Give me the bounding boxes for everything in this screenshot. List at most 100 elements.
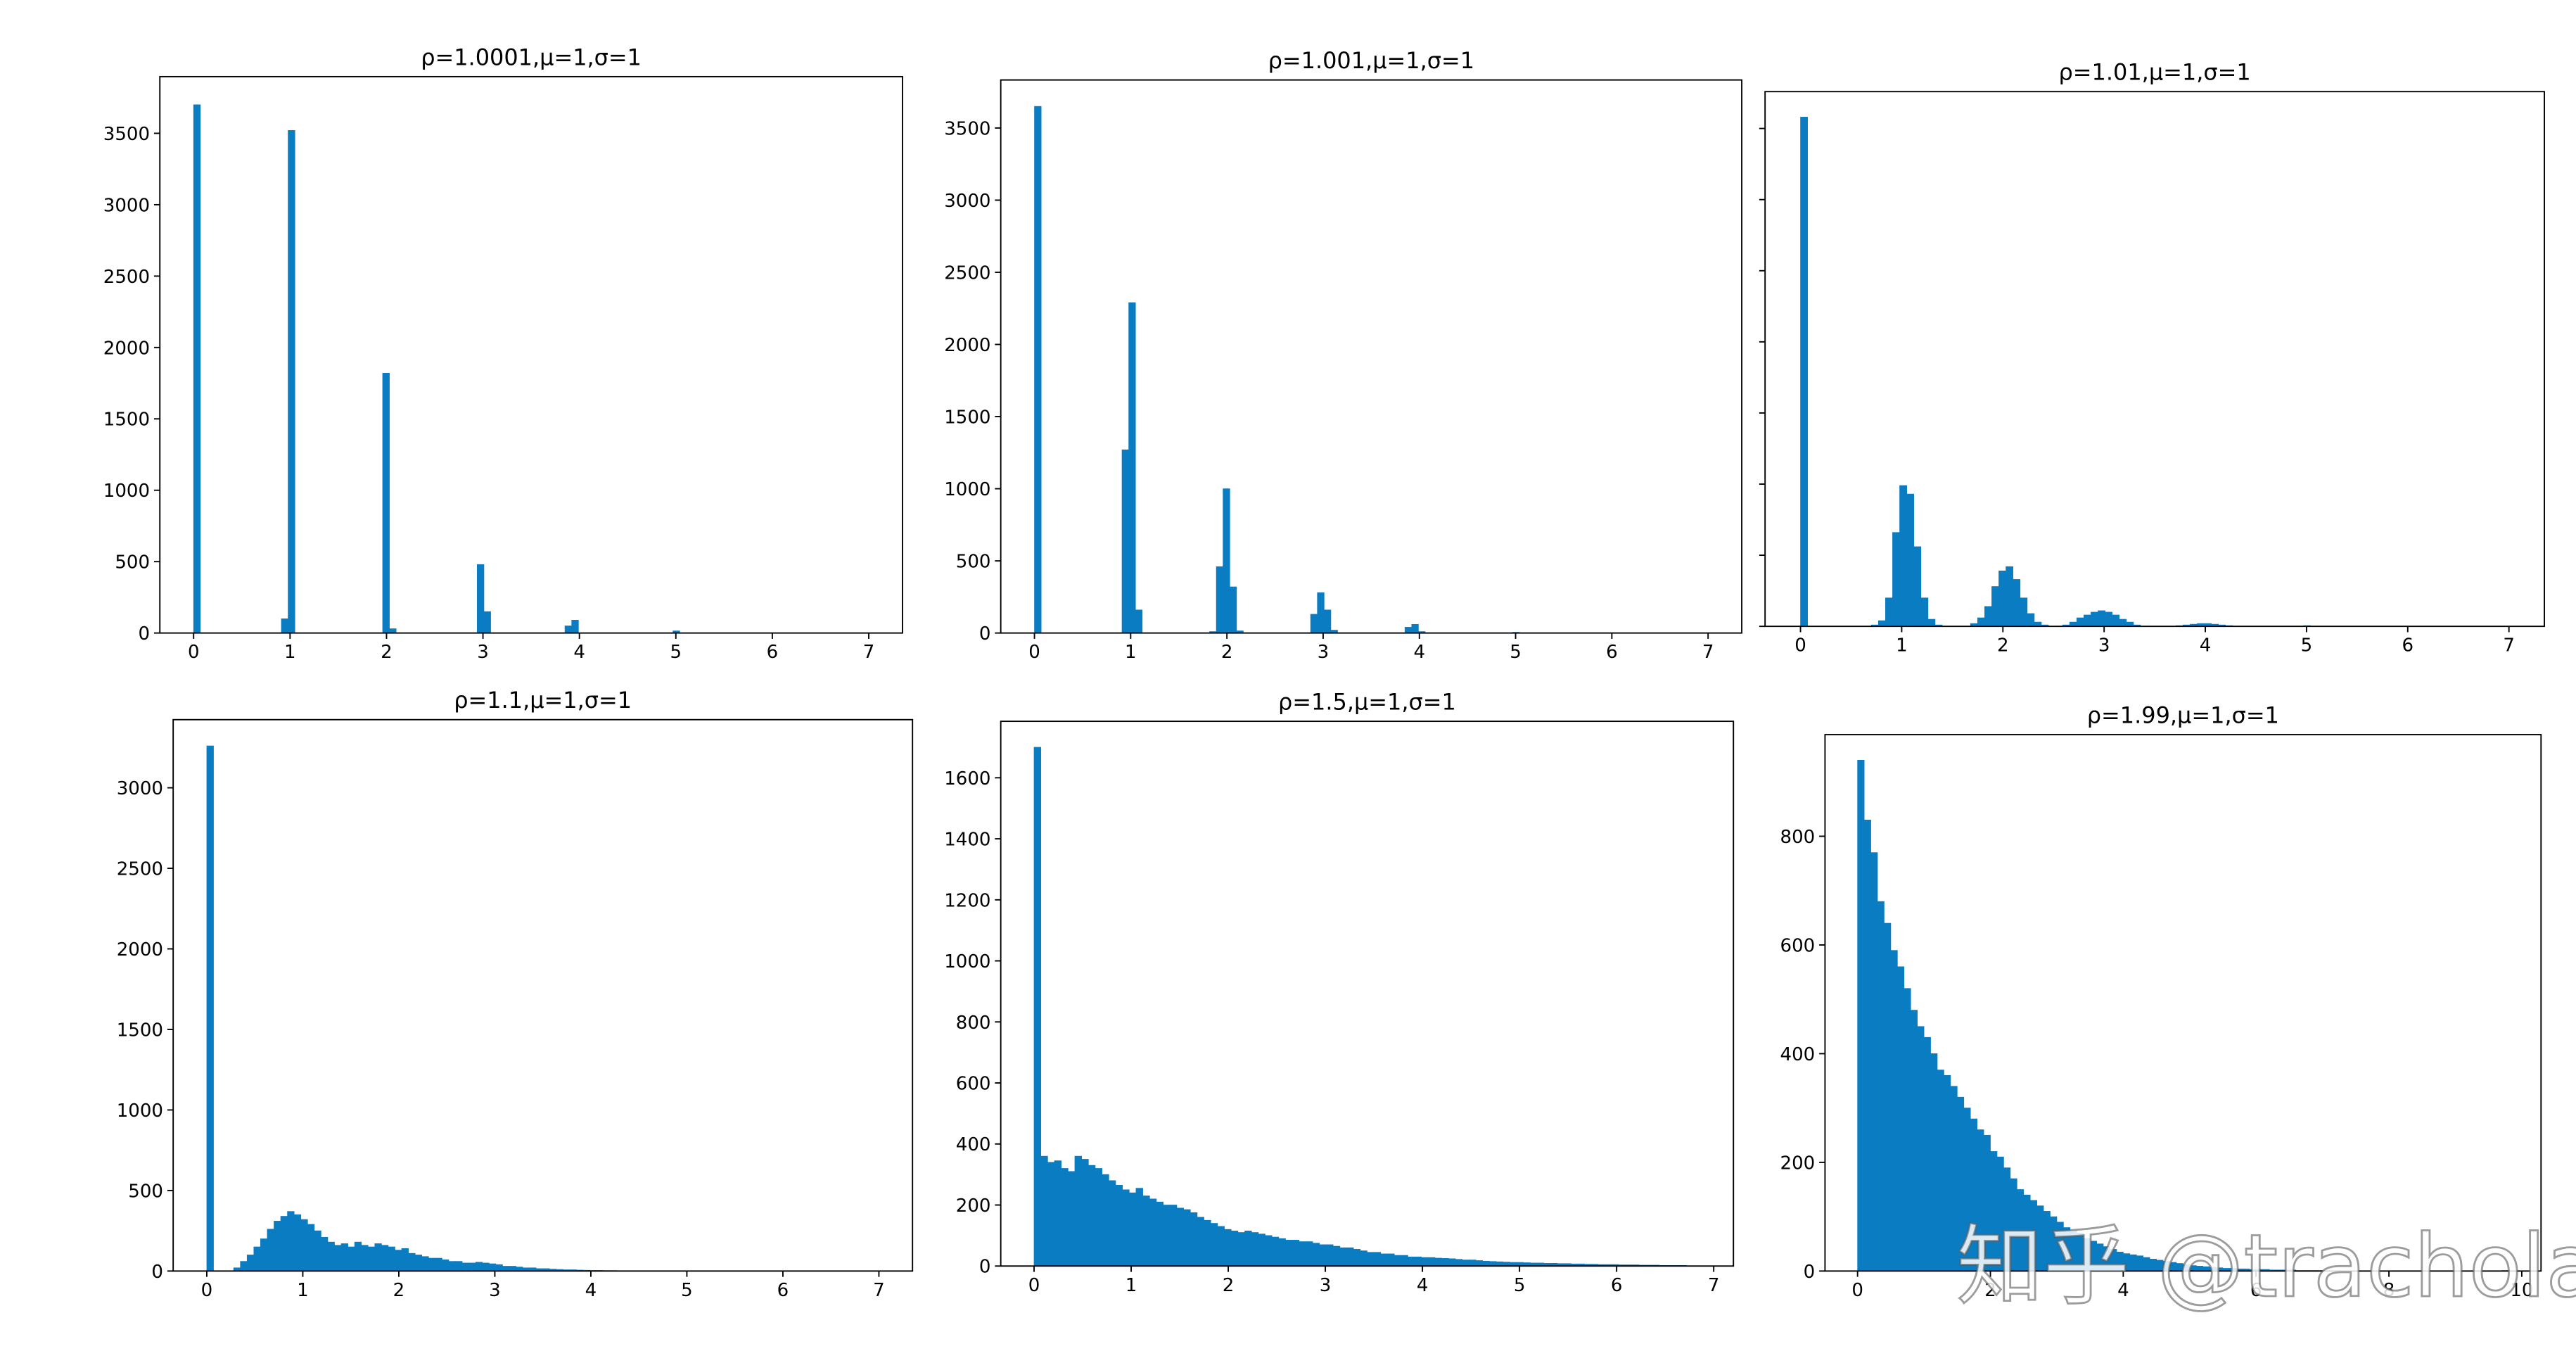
x-tick-label: 3 xyxy=(2098,635,2110,657)
bar xyxy=(1251,1232,1259,1267)
bar xyxy=(495,1264,503,1271)
bar xyxy=(1210,1223,1218,1267)
subplot: 0 1 2 3 4 5 6 7 0 500 1000 1500 2000 2500 3000 3500 ρ=1.… xyxy=(1709,59,2545,657)
bar xyxy=(1441,1258,1449,1267)
bar xyxy=(327,1241,335,1271)
bar xyxy=(435,1257,442,1271)
bar xyxy=(1054,1160,1062,1267)
bar xyxy=(1217,1226,1225,1267)
bar xyxy=(1913,546,1922,627)
bar xyxy=(1190,1212,1198,1267)
bar xyxy=(267,1229,274,1271)
bar xyxy=(2013,579,2021,627)
bar xyxy=(1411,623,1419,633)
x-tick-label: 0 xyxy=(1028,642,1040,663)
bar xyxy=(253,1246,261,1271)
y-tick-label: 2000 xyxy=(944,335,990,356)
bar xyxy=(1047,1162,1055,1267)
x-tick-label: 0 xyxy=(1028,1275,1040,1296)
x-tick-label: 0 xyxy=(1794,635,1806,657)
subplot: 0 2 4 6 8 10 0 200 400 600 800 ρ=1.99,μ=1,σ=1 xyxy=(1780,702,2542,1301)
bar xyxy=(1135,609,1143,633)
bar xyxy=(381,1245,389,1271)
chart-title: ρ=1.99,μ=1,σ=1 xyxy=(2087,702,2279,728)
y-tick-label: 200 xyxy=(956,1195,991,1217)
bar xyxy=(1310,614,1318,633)
bar xyxy=(1482,1260,1490,1267)
axes-frame xyxy=(172,718,914,1272)
bar xyxy=(488,1263,497,1271)
bar xyxy=(1910,1010,1918,1271)
x-tick-label: 7 xyxy=(873,1280,885,1301)
y-tick-label: 1500 xyxy=(117,1020,163,1041)
bar xyxy=(414,1255,423,1271)
bar xyxy=(1135,1188,1143,1267)
bar xyxy=(1937,1070,1944,1271)
x-tick-label: 1 xyxy=(297,1280,309,1301)
bar xyxy=(1278,1238,1286,1267)
axes-frame xyxy=(1000,721,1735,1267)
x-tick-label: 3 xyxy=(477,642,489,663)
bar xyxy=(2027,613,2035,627)
bar xyxy=(1863,819,1871,1271)
bar xyxy=(455,1261,463,1271)
x-tick-label: 0 xyxy=(188,642,200,663)
bar xyxy=(1373,1252,1382,1267)
x-tick-label: 5 xyxy=(2301,635,2313,657)
bar xyxy=(1081,1159,1089,1267)
bar xyxy=(1128,302,1136,633)
bar xyxy=(2006,566,2014,627)
bar xyxy=(1088,1165,1096,1267)
bar xyxy=(1998,570,2006,627)
bar xyxy=(1475,1260,1484,1267)
subplot: 0 1 2 3 4 5 6 7 0 200 400 600 800 1000 1200 1400 1600 ρ=1… xyxy=(944,689,1735,1296)
axes-frame xyxy=(1000,79,1742,634)
bar xyxy=(1408,1256,1415,1267)
y-tick-label: 2000 xyxy=(1709,332,1755,353)
x-tick-label: 7 xyxy=(1702,642,1714,663)
x-tick-label: 3 xyxy=(1318,642,1330,663)
bar xyxy=(1884,922,1892,1271)
bar xyxy=(347,1246,355,1271)
bar xyxy=(1271,1236,1280,1267)
bar xyxy=(1434,1257,1443,1267)
x-tick-label: 4 xyxy=(2117,1280,2129,1301)
y-axis: 0 200 400 600 800 1000 1200 1400 1600 xyxy=(944,768,990,1278)
bar xyxy=(1230,1231,1239,1267)
chart-title: ρ=1.001,μ=1,σ=1 xyxy=(1268,47,1474,74)
y-tick-label: 2500 xyxy=(944,262,990,284)
x-tick-label: 10 xyxy=(2510,1280,2533,1301)
y-tick-label: 0 xyxy=(151,1262,163,1283)
bar xyxy=(1991,586,1999,627)
bar xyxy=(2076,617,2084,627)
x-tick-label: 4 xyxy=(1413,642,1425,663)
bar xyxy=(1102,1174,1109,1267)
x-tick-label: 1 xyxy=(284,642,296,663)
y-tick-label: 1000 xyxy=(944,479,990,500)
bar xyxy=(281,618,288,633)
bar xyxy=(1488,1261,1497,1267)
bar xyxy=(300,1219,308,1271)
y-tick-label: 2000 xyxy=(117,939,163,960)
x-tick-label: 3 xyxy=(1320,1275,1332,1296)
x-tick-label: 2 xyxy=(1223,1275,1235,1296)
y-tick-label: 200 xyxy=(1780,1153,1816,1174)
y-tick-label: 2500 xyxy=(103,267,150,288)
bar xyxy=(206,745,214,1271)
bar xyxy=(288,130,295,633)
bar xyxy=(367,1246,376,1271)
y-tick-label: 1000 xyxy=(1709,474,1755,495)
bar xyxy=(1108,1180,1116,1267)
bar xyxy=(1899,485,1907,627)
y-tick-label: 0 xyxy=(979,1257,991,1278)
bar xyxy=(1142,1195,1150,1267)
bar xyxy=(571,620,579,633)
y-axis: 0 500 1000 1500 2000 2500 3000 3500 xyxy=(103,124,150,645)
y-tick-label: 3500 xyxy=(103,124,150,145)
bar xyxy=(1984,606,1992,627)
bar xyxy=(395,1250,402,1271)
bar xyxy=(1387,1253,1395,1267)
bar xyxy=(502,1266,510,1271)
x-tick-label: 6 xyxy=(777,1280,789,1301)
bar xyxy=(1469,1260,1477,1267)
